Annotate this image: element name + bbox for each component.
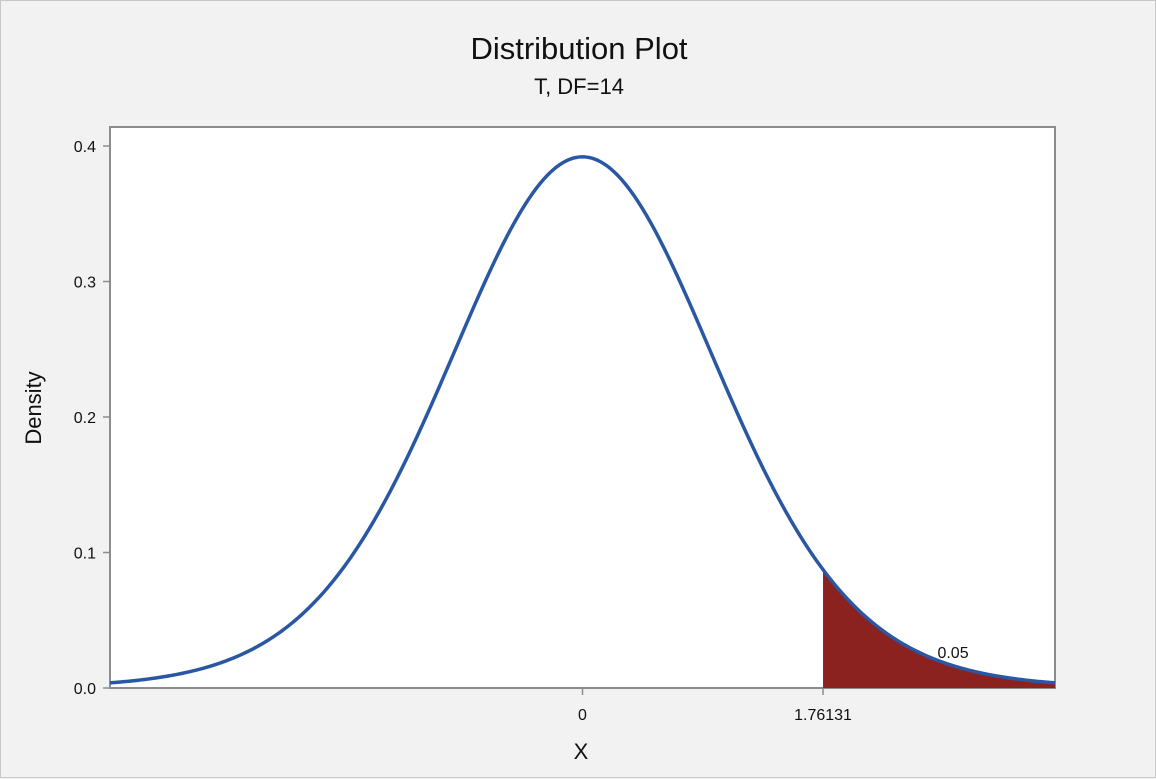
density-curve	[109, 155, 1056, 685]
chart-subtitle: T, DF=14	[534, 74, 624, 99]
y-tick-label: 0.3	[74, 275, 96, 292]
y-axis-label: Density	[21, 371, 46, 444]
y-tick-label: 0.2	[74, 410, 96, 427]
shaded-tail-area	[823, 569, 1055, 688]
y-axis-ticks: 0.0 0.1 0.2 0.3 0.4	[74, 139, 110, 698]
y-tick-label: 0.1	[74, 546, 96, 563]
x-axis-ticks: 0 1.76131	[578, 688, 852, 724]
x-tick-label: 1.76131	[794, 707, 852, 724]
chart-title: Distribution Plot	[470, 31, 687, 66]
x-axis-label: X	[574, 739, 589, 764]
plot-area	[109, 126, 1056, 689]
x-tick-label: 0	[578, 707, 587, 724]
y-tick-label: 0.4	[74, 139, 96, 156]
shaded-area-label: 0.05	[937, 645, 968, 662]
y-tick-label: 0.0	[74, 681, 96, 698]
